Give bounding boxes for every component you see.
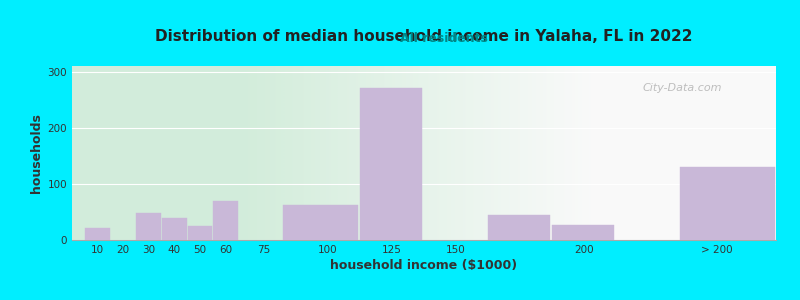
Bar	[136, 213, 162, 240]
Bar	[680, 167, 774, 240]
Title: Distribution of median household income in Yalaha, FL in 2022: Distribution of median household income …	[155, 29, 693, 44]
Bar	[162, 218, 187, 240]
Bar	[85, 228, 110, 240]
Bar	[360, 88, 422, 240]
X-axis label: household income ($1000): household income ($1000)	[330, 259, 518, 272]
Bar	[552, 225, 614, 240]
Bar	[213, 201, 238, 240]
Bar	[187, 226, 213, 240]
Bar	[283, 205, 358, 240]
Y-axis label: households: households	[30, 113, 43, 193]
Bar	[488, 215, 550, 240]
Text: City-Data.com: City-Data.com	[642, 83, 722, 93]
Text: All residents: All residents	[400, 32, 488, 44]
